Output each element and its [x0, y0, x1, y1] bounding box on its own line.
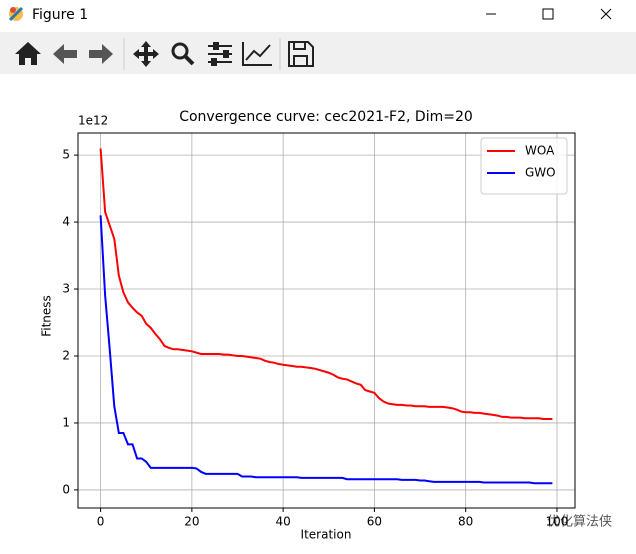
- y-tick-label: 3: [62, 282, 70, 296]
- y-tick-label: 1: [62, 415, 70, 429]
- forward-button[interactable]: [89, 44, 113, 64]
- y-offset-label: 1e12: [78, 114, 108, 128]
- pan-button[interactable]: [133, 41, 159, 67]
- y-tick-label: 2: [62, 348, 70, 362]
- data-line: [99, 215, 553, 485]
- y-tick-label: 5: [62, 148, 70, 162]
- legend-label: GWO: [525, 166, 556, 180]
- home-button[interactable]: [15, 42, 41, 65]
- y-tick-label: 0: [62, 482, 70, 496]
- legend: WOA GWO: [480, 137, 568, 195]
- watermark: 优化算法侠: [547, 515, 612, 530]
- zoom-button[interactable]: [171, 42, 195, 66]
- x-tick-label: 40: [276, 515, 291, 529]
- axes-frame: [77, 132, 576, 509]
- x-tick-label: 20: [184, 515, 199, 529]
- close-button[interactable]: [600, 8, 612, 20]
- y-axis-label: Fitness: [40, 295, 54, 337]
- x-tick-label: 100: [546, 515, 569, 529]
- configure-button[interactable]: [208, 42, 232, 66]
- plot-area: 0 20 40 60 80 100 0 1 2 3 4 5 WOA GWO: [62, 132, 576, 529]
- chart-title: Convergence curve: cec2021-F2, Dim=20: [179, 109, 473, 125]
- data-line: [99, 148, 553, 420]
- save-button[interactable]: [288, 41, 314, 67]
- maximize-button[interactable]: [542, 8, 554, 20]
- x-tick-label: 0: [97, 515, 105, 529]
- edit-axis-button[interactable]: [242, 42, 272, 66]
- back-button[interactable]: [53, 44, 77, 64]
- app-icon: [8, 6, 24, 22]
- legend-label: WOA: [525, 144, 555, 158]
- x-tick-label: 60: [367, 515, 382, 529]
- x-tick-label: 80: [458, 515, 473, 529]
- y-tick-label: 4: [62, 215, 70, 229]
- x-axis-label: Iteration: [301, 528, 352, 542]
- window-title: Figure 1: [32, 7, 88, 23]
- title-bar: [0, 0, 636, 30]
